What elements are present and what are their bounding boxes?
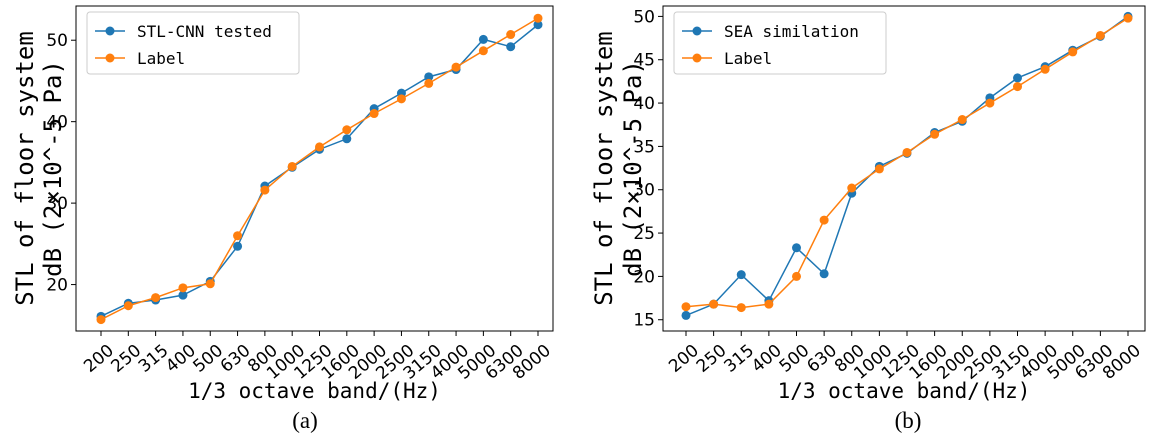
y-axis-title-line: STL of floor system xyxy=(11,31,39,306)
data-point xyxy=(342,125,352,135)
data-point xyxy=(819,269,829,279)
chart-panel-1: 2030405020025031540050063080010001250160… xyxy=(11,5,555,433)
legend-entry-label: Label xyxy=(724,49,772,68)
legend: STL-CNN tested Label xyxy=(86,11,300,75)
data-point xyxy=(260,185,270,195)
data-point xyxy=(764,299,774,309)
y-tick-label: 30 xyxy=(633,181,655,201)
data-point xyxy=(1095,30,1105,40)
legend-swatch-marker xyxy=(692,53,702,63)
data-point xyxy=(506,30,516,40)
data-point xyxy=(233,231,243,241)
data-point xyxy=(681,310,691,320)
data-point xyxy=(151,293,161,303)
data-point xyxy=(681,302,691,312)
legend-entry-label: STL-CNN tested xyxy=(137,22,272,41)
data-point xyxy=(342,134,352,144)
data-point xyxy=(1013,82,1022,92)
y-axis-title-line: dB (2×10^-5 Pa) xyxy=(619,60,647,277)
legend-swatch-marker xyxy=(105,26,115,36)
y-tick-label: 40 xyxy=(46,113,68,133)
data-point xyxy=(533,13,543,23)
data-point xyxy=(396,94,406,104)
data-point xyxy=(792,271,801,281)
y-tick-label: 15 xyxy=(633,311,655,331)
data-point xyxy=(533,20,543,30)
legend-swatch-marker xyxy=(105,53,115,63)
y-tick-label: 25 xyxy=(633,224,655,244)
legend-box xyxy=(673,11,887,75)
y-tick-label: 40 xyxy=(633,94,655,114)
data-point xyxy=(930,129,940,139)
data-point xyxy=(96,315,106,325)
data-point xyxy=(1123,13,1133,23)
data-point xyxy=(205,279,215,289)
data-point xyxy=(902,147,912,157)
data-point xyxy=(478,34,488,44)
data-point xyxy=(233,241,243,251)
data-point xyxy=(1068,47,1078,57)
legend: SEA similation Label xyxy=(673,11,887,75)
legend-swatch-marker xyxy=(692,26,702,36)
data-point xyxy=(736,303,746,313)
data-point xyxy=(792,243,801,253)
data-point xyxy=(123,301,133,311)
data-point xyxy=(709,299,719,309)
data-point xyxy=(287,161,297,171)
panel-caption: (b) xyxy=(895,408,922,433)
data-point xyxy=(819,215,829,225)
data-point xyxy=(369,109,379,119)
plot-frame xyxy=(662,5,1146,332)
data-point xyxy=(424,72,434,82)
data-point xyxy=(506,42,516,52)
data-point xyxy=(178,290,188,300)
data-point xyxy=(985,98,995,108)
panel-caption: (a) xyxy=(292,408,318,433)
y-tick-label: 35 xyxy=(633,137,655,157)
legend-box xyxy=(86,11,300,75)
data-point xyxy=(178,283,188,293)
data-point xyxy=(424,78,434,88)
y-axis-title-line: STL of floor system xyxy=(590,31,618,306)
y-tick-label: 45 xyxy=(633,51,655,71)
y-tick-label: 20 xyxy=(633,267,655,287)
data-point xyxy=(1013,73,1022,83)
y-tick-label: 50 xyxy=(633,7,655,27)
chart-panel-2: 1520253035404550200250315400500630800100… xyxy=(590,5,1146,433)
legend-entry-label: SEA similation xyxy=(724,22,859,41)
data-point xyxy=(1040,64,1050,74)
data-point xyxy=(315,142,324,152)
y-tick-label: 50 xyxy=(46,31,68,51)
plot-frame xyxy=(75,5,554,332)
legend-entry-label: Label xyxy=(137,49,185,68)
x-axis-title: 1/3 octave band/(Hz) xyxy=(778,379,1031,403)
data-point xyxy=(874,164,884,174)
y-tick-label: 20 xyxy=(46,276,68,296)
y-tick-label: 30 xyxy=(46,194,68,214)
data-point xyxy=(451,62,461,72)
data-point xyxy=(847,183,857,193)
data-point xyxy=(478,46,488,56)
data-point xyxy=(957,115,967,125)
x-axis-title: 1/3 octave band/(Hz) xyxy=(188,379,441,403)
y-axis-title-line: dB (2×10^-5 Pa) xyxy=(39,60,67,277)
data-point xyxy=(736,270,746,280)
